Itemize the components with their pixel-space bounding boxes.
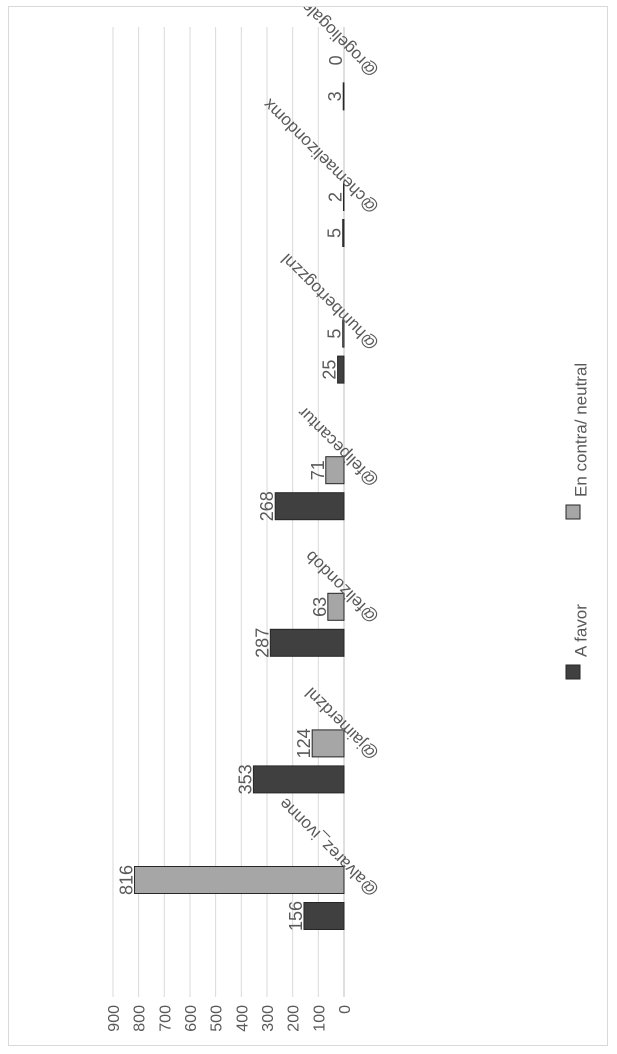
category-label: @rogeliogalezrez — [275, 7, 382, 81]
data-label: 63 — [310, 597, 330, 617]
tick-label: 300 — [260, 1005, 277, 1032]
bar — [274, 492, 345, 521]
legend-label: En contra/ neutral — [572, 363, 591, 497]
bar — [342, 319, 345, 348]
tick-label: 500 — [209, 1005, 226, 1032]
tick-label: 100 — [311, 1005, 328, 1032]
tick-label: 700 — [157, 1005, 174, 1032]
bar — [342, 82, 345, 111]
legend-label: A favor — [572, 604, 591, 657]
bar — [337, 355, 345, 384]
data-labels: 156 816 353 124 287 63 268 71 25 5 5 2 3 0 — [117, 55, 346, 931]
tick-label: 0 — [337, 1005, 354, 1014]
bar — [327, 592, 345, 621]
data-label: 25 — [320, 360, 340, 380]
legend: A favor En contra/ neutral — [565, 363, 591, 680]
data-label: 2 — [325, 192, 345, 202]
data-label: 816 — [117, 865, 137, 895]
tick-label: 900 — [106, 1005, 123, 1032]
data-label: 0 — [326, 55, 346, 65]
legend-swatch — [565, 664, 581, 680]
bar — [342, 219, 345, 247]
data-label: 353 — [235, 764, 255, 794]
bar — [325, 456, 345, 485]
bar — [269, 628, 345, 657]
bar — [342, 183, 345, 211]
data-label: 124 — [294, 728, 314, 758]
data-label: 287 — [252, 628, 272, 658]
bars — [134, 82, 345, 930]
value-axis-ticks: 0 100 200 300 400 500 600 700 800 900 — [106, 1005, 354, 1032]
gridlines — [112, 27, 345, 997]
bar — [311, 729, 345, 758]
tick-label: 400 — [234, 1005, 251, 1032]
data-label: 71 — [308, 460, 328, 480]
data-label: 5 — [325, 329, 345, 339]
category-label: @chemaelizondomx — [259, 95, 382, 218]
bar — [134, 866, 345, 894]
tick-label: 200 — [286, 1005, 303, 1032]
bar — [303, 902, 345, 930]
data-label: 3 — [325, 91, 345, 101]
data-label: 5 — [325, 228, 345, 238]
data-label: 268 — [257, 491, 277, 521]
bar-chart: 156 816 353 124 287 63 268 71 25 5 5 2 3 0 0 100 200 300… — [106, 7, 591, 1032]
bar — [252, 765, 345, 794]
tick-label: 800 — [132, 1005, 149, 1032]
legend-swatch — [565, 504, 581, 520]
tick-label: 600 — [183, 1005, 200, 1032]
data-label: 156 — [286, 901, 306, 931]
chart-frame: 156 816 353 124 287 63 268 71 25 5 5 2 3 0 0 100 200 300… — [8, 6, 608, 1046]
